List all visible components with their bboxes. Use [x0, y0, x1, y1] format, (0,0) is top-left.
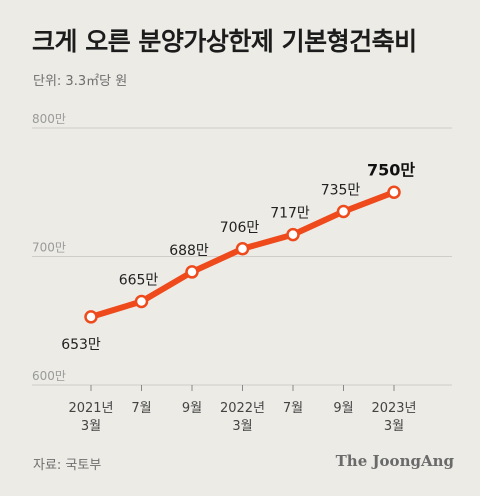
x-tick-label: 9월: [182, 401, 202, 416]
brand-logo: The JoongAng: [335, 452, 454, 470]
data-point: [387, 185, 401, 199]
x-tick-label: 2022년 3월: [220, 401, 265, 434]
data-point: [134, 294, 149, 309]
data-label: 706만: [220, 220, 260, 236]
data-label: 653만: [61, 337, 101, 353]
x-tick-label: 2021년 3월: [68, 401, 113, 434]
chart-title: 크게 오른 분양가상한제 기본형건축비: [32, 27, 417, 56]
data-point: [336, 204, 351, 219]
unit-note: 단위: 3.3㎡당 원: [33, 74, 128, 89]
x-tick-label: 9월: [333, 401, 353, 416]
data-point: [235, 242, 250, 256]
data-label: 735만: [321, 183, 361, 199]
data-point: [286, 227, 300, 242]
data-point: [185, 265, 199, 279]
data-point: [84, 310, 98, 324]
x-tick-label: 2023년 3월: [371, 401, 416, 434]
data-label: 688만: [169, 243, 209, 259]
y-tick-label: 700만: [32, 241, 66, 255]
data-label: 665만: [119, 272, 159, 288]
y-tick-label: 800만: [32, 112, 66, 126]
source-note: 자료: 국토부: [33, 458, 102, 473]
y-tick-label: 600만: [32, 369, 66, 383]
x-tick-label: 7월: [131, 401, 151, 416]
x-tick-label: 7월: [283, 401, 303, 416]
data-label: 750만: [367, 160, 415, 179]
data-label: 717만: [270, 206, 310, 222]
